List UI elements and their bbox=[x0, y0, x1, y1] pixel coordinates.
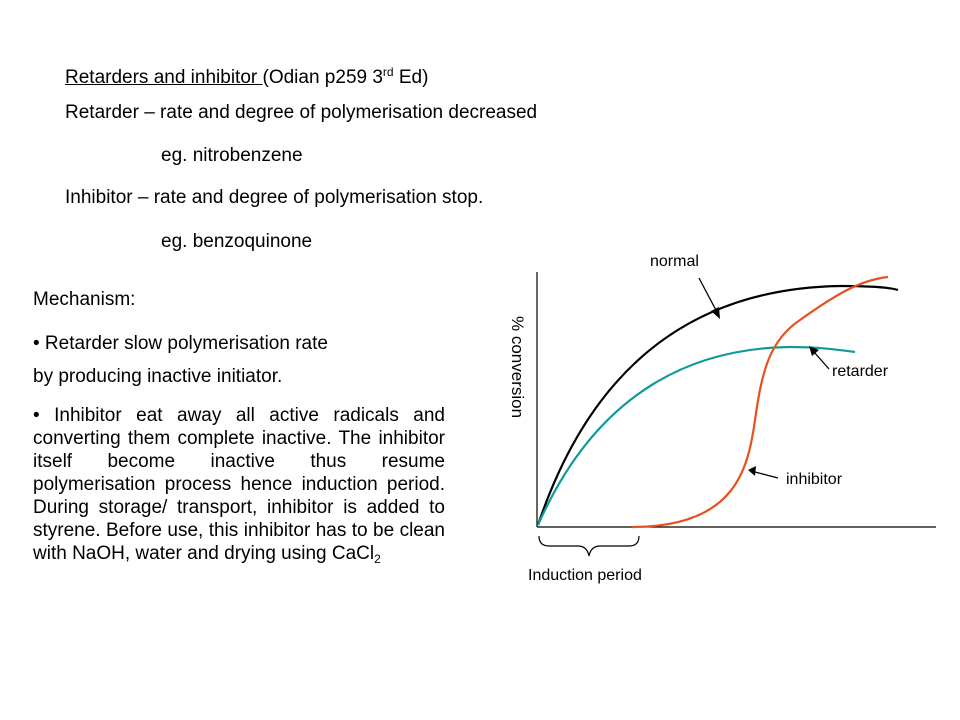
heading-ref-tail: Ed) bbox=[393, 67, 429, 88]
retarder-curve bbox=[536, 345, 856, 526]
inhibitor-arrow-line bbox=[754, 471, 779, 479]
induction-brace bbox=[538, 535, 640, 557]
inhibitor-curve bbox=[631, 275, 889, 529]
retarder-bullet-line1: • Retarder slow polymerisation rate bbox=[33, 333, 328, 354]
heading-underlined: Retarders and inhibitor bbox=[65, 67, 263, 88]
retarder-label: retarder bbox=[832, 363, 889, 380]
retarder-example: eg. nitrobenzene bbox=[161, 145, 303, 166]
normal-arrow-line bbox=[698, 277, 719, 315]
inhibitor-label: inhibitor bbox=[786, 471, 843, 488]
normal-label: normal bbox=[650, 253, 699, 270]
mechanism-title: Mechanism: bbox=[33, 289, 136, 310]
inhibitor-bullet-text: • Inhibitor eat away all active radicals… bbox=[33, 405, 445, 564]
retarder-definition: Retarder – rate and degree of polymerisa… bbox=[65, 102, 538, 123]
y-axis-label: % conversion bbox=[508, 316, 527, 418]
inhibitor-definition: Inhibitor – rate and degree of polymeris… bbox=[65, 187, 484, 208]
inhibitor-example: eg. benzoquinone bbox=[161, 231, 313, 252]
heading: Retarders and inhibitor (Odian p259 3rd … bbox=[65, 61, 428, 89]
retarder-arrow-line bbox=[813, 351, 830, 370]
retarder-arrowhead bbox=[809, 346, 819, 356]
normal-curve bbox=[536, 284, 899, 526]
retarder-bullet-line2: by producing inactive initiator. bbox=[33, 366, 283, 387]
inhibitor-arrowhead bbox=[748, 466, 756, 476]
normal-arrowhead bbox=[711, 307, 720, 319]
heading-ref: (Odian p259 3 bbox=[262, 67, 383, 88]
inhibitor-bullet-paragraph: • Inhibitor eat away all active radicals… bbox=[33, 404, 445, 565]
induction-period-label: Induction period bbox=[528, 567, 642, 584]
heading-ref-sup: rd bbox=[382, 65, 394, 79]
cacl-subscript: 2 bbox=[374, 552, 381, 566]
